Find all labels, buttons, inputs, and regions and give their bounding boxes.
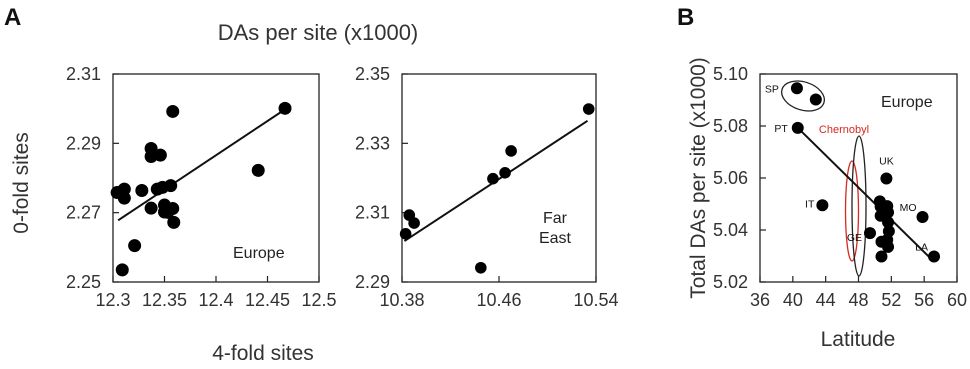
data-point — [117, 182, 131, 196]
ticks: 10.38 10.46 10.54 2.29 2.31 2.33 2.35 — [355, 64, 619, 310]
data-point — [863, 227, 876, 240]
data-point — [399, 228, 412, 240]
point-label: UK — [879, 156, 894, 168]
y-tick-label: 5.06 — [713, 168, 748, 188]
group-ellipse-sp — [780, 80, 826, 112]
data-point — [153, 148, 167, 162]
group-ellipse-chernobyl — [844, 160, 860, 262]
ticks: 12.3 12.35 12.4 12.45 12.5 2.25 2.27 2.29 2.31 — [66, 64, 337, 310]
x-tick-label: 12.45 — [245, 290, 290, 310]
panel-annotation: Europe — [233, 245, 285, 262]
plot-latitude: Latitude Total DAs per site (x1000) Euro… — [687, 57, 967, 351]
x-tick-label: 12.5 — [301, 290, 336, 310]
data-points: SP PT IT GE UK MO LA — [765, 82, 941, 263]
data-point — [278, 101, 292, 115]
data-point — [167, 215, 181, 229]
data-point — [251, 163, 265, 177]
panel-letter-b: B — [677, 4, 694, 31]
x-tick-label: 12.4 — [198, 290, 233, 310]
data-point — [115, 263, 129, 277]
data-point — [816, 199, 829, 212]
data-point — [117, 191, 131, 205]
y-tick-label: 5.10 — [713, 64, 748, 84]
y-tick-label: 2.29 — [66, 133, 101, 153]
x-tick-label: 36 — [750, 290, 770, 310]
x-tick-label: 12.3 — [95, 290, 130, 310]
y-tick-label: 2.27 — [66, 203, 101, 223]
data-point — [809, 93, 822, 106]
y-tick-label: 2.33 — [355, 133, 390, 153]
fit-line — [797, 127, 935, 263]
point-label: SP — [765, 83, 779, 95]
panel-annotation-line2: East — [539, 230, 572, 247]
data-point — [128, 239, 142, 253]
ticks: 36 40 44 48 52 56 60 5.02 5.04 5.06 5.08 5.10 — [713, 64, 967, 310]
data-point — [880, 172, 893, 185]
y-tick-label: 2.35 — [355, 64, 390, 84]
panel-annotation-line1: Far — [543, 210, 568, 227]
data-point — [882, 206, 895, 219]
panel-letter-a: A — [4, 4, 21, 31]
point-label: MO — [900, 202, 917, 214]
x-axis-title: Latitude — [821, 328, 896, 351]
point-label: LA — [915, 242, 928, 254]
data-point — [882, 216, 895, 229]
data-point — [505, 145, 517, 157]
data-point — [144, 201, 158, 215]
data-point — [135, 183, 149, 197]
x-tick-label: 56 — [914, 290, 934, 310]
data-point — [875, 250, 888, 263]
y-tick-label: 2.29 — [355, 272, 390, 292]
data-points — [110, 101, 292, 277]
data-point — [499, 167, 511, 179]
data-point — [582, 103, 595, 115]
data-point — [408, 217, 420, 229]
data-point — [164, 179, 178, 193]
panel-annotation: Europe — [881, 94, 933, 111]
x-tick-label: 48 — [848, 290, 868, 310]
y-tick-label: 5.08 — [713, 116, 748, 136]
data-point — [790, 82, 803, 95]
point-label: IT — [805, 198, 815, 210]
data-point — [166, 202, 180, 216]
x-tick-label: 10.54 — [573, 290, 618, 310]
data-point — [882, 240, 895, 253]
y-axis-title: Total DAs per site (x1000) — [687, 57, 710, 299]
chernobyl-label: Chernobyl — [819, 124, 869, 136]
y-tick-label: 5.04 — [713, 220, 748, 240]
data-points — [399, 103, 595, 274]
x-tick-label: 52 — [881, 290, 901, 310]
point-label: GE — [847, 232, 862, 244]
data-point — [166, 104, 180, 118]
data-point — [928, 250, 941, 263]
x-tick-label: 44 — [816, 290, 836, 310]
x-tick-label: 60 — [947, 290, 967, 310]
left-x-axis-title: 4-fold sites — [212, 342, 314, 365]
point-label: PT — [774, 123, 788, 135]
x-tick-label: 10.46 — [476, 290, 521, 310]
fit-line — [117, 108, 286, 222]
plot-europe: Europe 12.3 12.35 12.4 12.45 12.5 2.25 2.27 2.2… — [66, 64, 337, 310]
left-y-axis-title: 0-fold sites — [10, 132, 33, 234]
x-tick-label: 40 — [783, 290, 803, 310]
y-tick-label: 2.31 — [66, 64, 101, 84]
figure-title: DAs per site (x1000) — [218, 20, 419, 45]
data-point — [475, 261, 487, 274]
data-point — [916, 211, 929, 223]
y-tick-label: 5.02 — [713, 272, 748, 292]
x-tick-label: 12.35 — [142, 290, 187, 310]
y-tick-label: 2.31 — [355, 203, 390, 223]
data-point — [487, 172, 499, 185]
y-tick-label: 2.25 — [66, 272, 101, 292]
data-point — [791, 121, 804, 134]
plot-far-east: Far East 10.38 10.46 10.54 2.29 2.31 2.33 2.35 — [355, 64, 619, 310]
x-tick-label: 10.38 — [379, 290, 424, 310]
